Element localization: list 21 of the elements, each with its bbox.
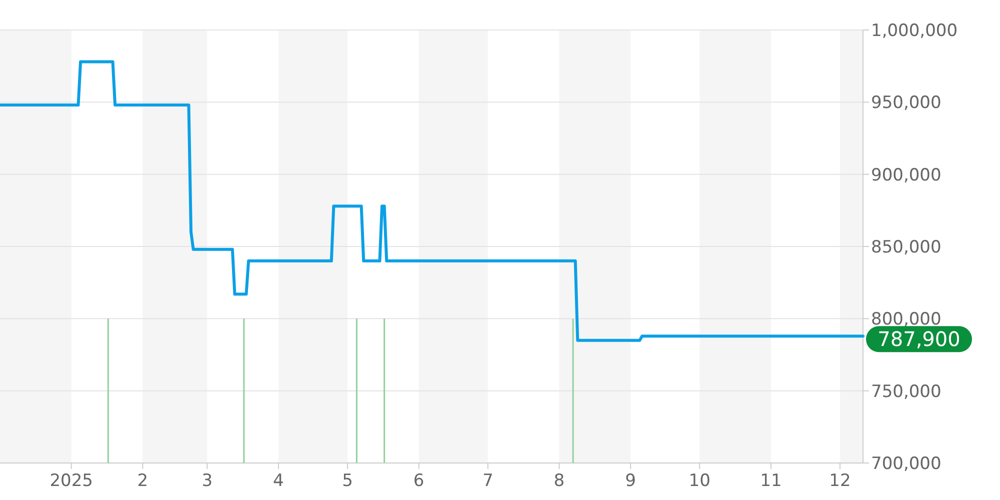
x-tick-label: 3 — [202, 471, 213, 491]
x-tick-label: 7 — [482, 471, 494, 491]
y-tick-label: 950,000 — [871, 93, 942, 114]
y-tick-label: 900,000 — [871, 165, 942, 186]
x-tick-label: 12 — [829, 471, 851, 491]
line-series — [0, 60, 864, 342]
x-tick-label: 2 — [137, 471, 148, 491]
x-tick-label: 8 — [554, 471, 565, 491]
x-tick-label: 4 — [273, 471, 284, 491]
x-tick-label: 9 — [625, 471, 636, 491]
annotation: 787,900 — [878, 327, 960, 352]
y-tick-label: 700,000 — [871, 454, 942, 474]
x-tick-label: 5 — [342, 471, 353, 491]
y-tick-label: 1,000,000 — [871, 20, 958, 41]
y-tick-label: 750,000 — [871, 382, 942, 402]
x-tick-label: 2025 — [50, 471, 93, 491]
x-tick-label: 6 — [413, 471, 424, 491]
y-tick-label: 800,000 — [871, 310, 942, 330]
x-tick-label: 10 — [688, 471, 710, 491]
y-tick-label: 850,000 — [871, 237, 942, 258]
x-tick-label: 11 — [760, 471, 782, 491]
